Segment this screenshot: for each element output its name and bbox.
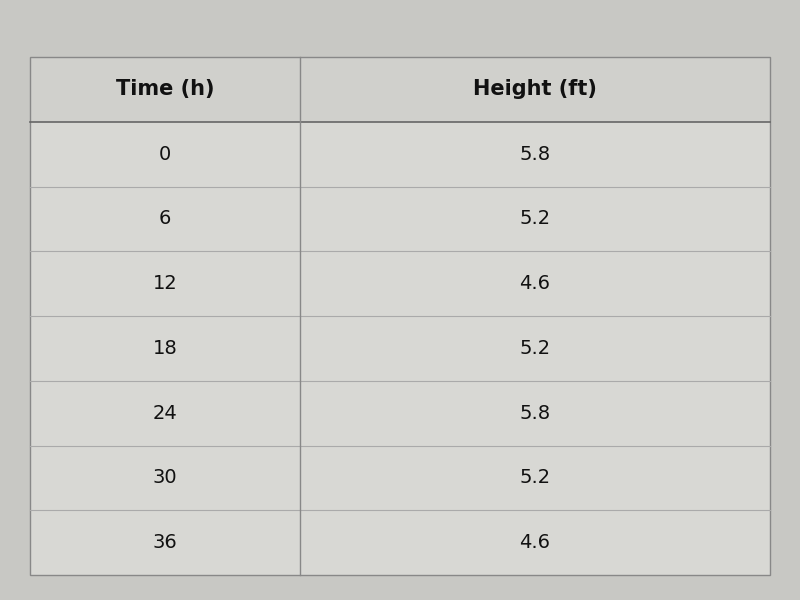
Text: 18: 18: [153, 339, 178, 358]
Bar: [30, 57, 770, 122]
Text: Time (h): Time (h): [116, 79, 214, 100]
Text: 36: 36: [153, 533, 178, 552]
Bar: [30, 57, 770, 575]
Text: 4.6: 4.6: [519, 533, 550, 552]
Text: 5.8: 5.8: [519, 404, 550, 422]
Bar: [30, 57, 770, 575]
Text: 0: 0: [159, 145, 171, 164]
Text: 6: 6: [159, 209, 171, 229]
Text: 24: 24: [153, 404, 178, 422]
Text: 5.2: 5.2: [519, 339, 550, 358]
Text: Height (ft): Height (ft): [473, 79, 597, 100]
Text: 12: 12: [153, 274, 178, 293]
Text: 30: 30: [153, 469, 178, 487]
Text: 4.6: 4.6: [519, 274, 550, 293]
Text: 5.2: 5.2: [519, 469, 550, 487]
Text: 5.8: 5.8: [519, 145, 550, 164]
Text: 5.2: 5.2: [519, 209, 550, 229]
